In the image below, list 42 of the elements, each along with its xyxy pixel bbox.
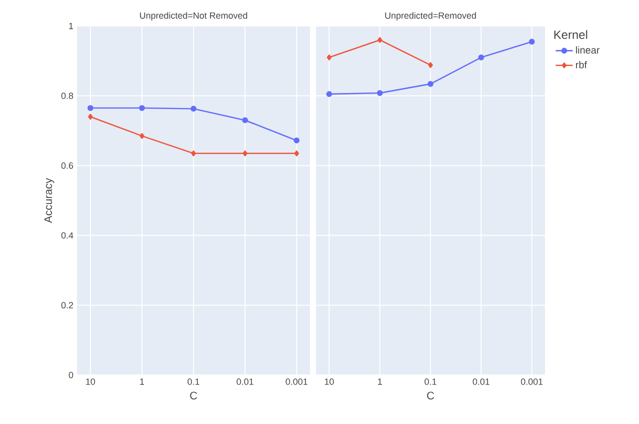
point <box>377 37 382 43</box>
y-tick-label: 0.2 <box>61 302 74 308</box>
x-tick-label: 0.1 <box>424 378 436 385</box>
x-tick-label: 1 <box>378 378 382 385</box>
x-tick-label: 0.01 <box>236 378 254 385</box>
x-tick-label: 1 <box>140 378 144 385</box>
y-tick-label: 0.4 <box>61 232 74 239</box>
x-tick-label: 0.1 <box>188 378 200 385</box>
x-axis-title: C <box>427 392 434 400</box>
point <box>528 38 535 45</box>
point <box>294 138 300 144</box>
point <box>428 80 434 87</box>
point <box>326 91 332 97</box>
point <box>140 132 144 139</box>
point <box>139 105 145 111</box>
point <box>190 106 196 112</box>
legend-label: rbf <box>576 61 587 68</box>
point <box>326 54 332 60</box>
point <box>88 114 93 120</box>
point <box>87 105 94 111</box>
legend-label: linear <box>576 46 600 54</box>
x-tick-label: 0.001 <box>286 378 308 385</box>
x-tick-label: 0.01 <box>472 378 490 385</box>
y-axis-title: Accuracy <box>44 178 54 224</box>
point <box>294 150 299 156</box>
legend-title: Kernel <box>554 30 588 39</box>
x-tick-label: 10 <box>86 378 96 385</box>
chart-title: Unpredicted=Removed <box>385 12 476 20</box>
point <box>191 150 196 156</box>
y-tick-label: 1 <box>69 22 74 30</box>
x-tick-label: 10 <box>324 378 334 385</box>
y-tick-label: 0 <box>68 372 74 378</box>
point <box>242 150 248 156</box>
point <box>428 62 433 68</box>
point <box>242 117 248 124</box>
point <box>376 90 383 96</box>
x-tick-label: 0.001 <box>520 378 543 385</box>
x-axis-title: C <box>190 392 198 400</box>
y-tick-label: 0.8 <box>61 92 74 99</box>
point <box>478 54 484 60</box>
y-tick-label: 0.6 <box>61 162 74 169</box>
chart-title: Unpredicted=Not Removed <box>140 12 248 20</box>
